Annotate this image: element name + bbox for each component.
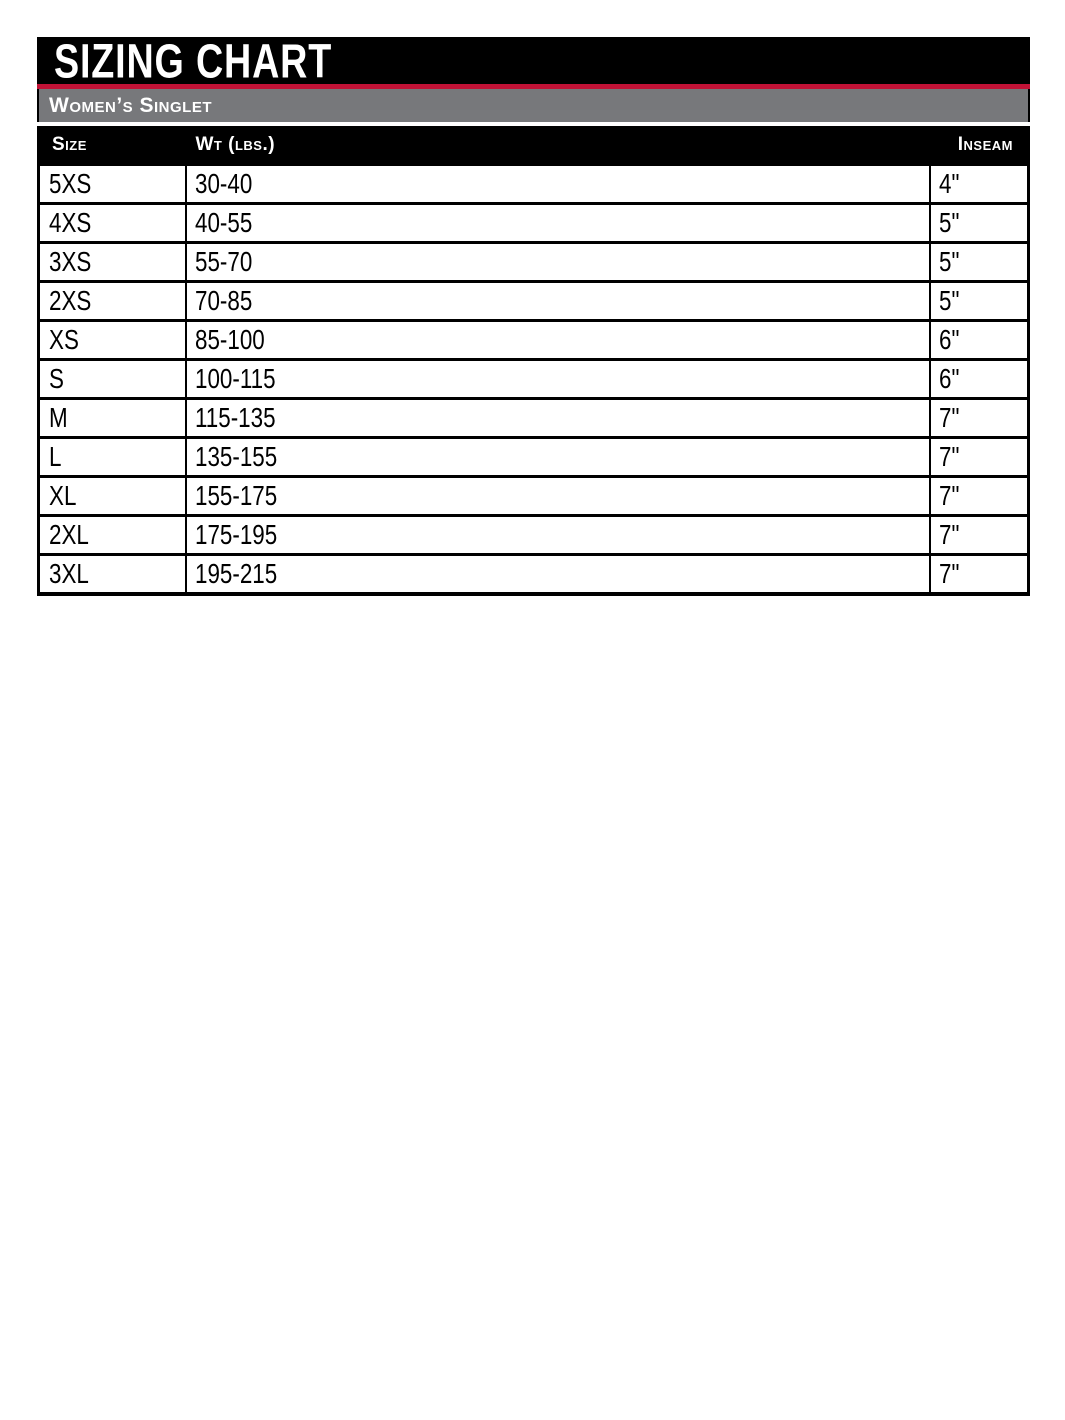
cell-wt: 175-195 bbox=[184, 514, 931, 556]
cell-text: 5" bbox=[938, 207, 959, 238]
table-row: 5XS 30-40 4" bbox=[37, 163, 1030, 205]
cell-size: M bbox=[37, 397, 187, 439]
cell-text: 5" bbox=[938, 246, 959, 277]
cell-wt: 100-115 bbox=[184, 358, 931, 400]
cell-size: 5XS bbox=[37, 163, 187, 205]
cell-size: XS bbox=[37, 319, 187, 361]
cell-inseam: 7" bbox=[928, 553, 1030, 596]
cell-text: 3XS bbox=[49, 246, 92, 277]
sizing-table: Size Wt (lbs.) Inseam 5XS 30-40 4" 4XS 40-55… bbox=[37, 126, 1030, 596]
cell-wt: 115-135 bbox=[184, 397, 931, 439]
table-body: 5XS 30-40 4" 4XS 40-55 5" 3XS 55-70 5" 2XS 70-85 5"… bbox=[37, 163, 1030, 596]
cell-text: 175-195 bbox=[194, 519, 277, 550]
column-header-size: Size bbox=[38, 126, 186, 165]
page-title: SIZING CHART bbox=[54, 37, 333, 84]
cell-text: 3XL bbox=[49, 558, 89, 589]
cell-wt: 30-40 bbox=[184, 163, 931, 205]
cell-inseam: 5" bbox=[928, 202, 1030, 244]
cell-wt: 135-155 bbox=[184, 436, 931, 478]
cell-text: 5" bbox=[938, 285, 959, 316]
cell-text: 195-215 bbox=[194, 558, 277, 589]
cell-text: M bbox=[49, 402, 68, 433]
table-row: 2XL 175-195 7" bbox=[37, 514, 1030, 556]
cell-text: XL bbox=[49, 480, 77, 511]
cell-text: XS bbox=[49, 324, 79, 355]
cell-inseam: 7" bbox=[928, 475, 1030, 517]
cell-inseam: 6" bbox=[928, 319, 1030, 361]
table-row: 4XS 40-55 5" bbox=[37, 202, 1030, 244]
cell-text: 2XS bbox=[49, 285, 92, 316]
red-accent-rule bbox=[37, 84, 1030, 89]
cell-text: 7" bbox=[938, 480, 959, 511]
cell-wt: 40-55 bbox=[184, 202, 931, 244]
cell-wt: 70-85 bbox=[184, 280, 931, 322]
table-row: XS 85-100 6" bbox=[37, 319, 1030, 361]
cell-inseam: 7" bbox=[928, 514, 1030, 556]
table-row: 3XL 195-215 7" bbox=[37, 553, 1030, 596]
cell-text: 5XS bbox=[49, 168, 92, 199]
cell-text: 2XL bbox=[49, 519, 89, 550]
cell-inseam: 5" bbox=[928, 280, 1030, 322]
cell-text: 135-155 bbox=[194, 441, 277, 472]
cell-size: 3XS bbox=[37, 241, 187, 283]
table-row: 3XS 55-70 5" bbox=[37, 241, 1030, 283]
cell-text: 100-115 bbox=[194, 363, 276, 394]
cell-size: XL bbox=[37, 475, 187, 517]
cell-wt: 155-175 bbox=[184, 475, 931, 517]
table-header-row: Size Wt (lbs.) Inseam bbox=[38, 126, 1029, 165]
sizing-chart: SIZING CHART Women’s Singlet Size Wt (lb… bbox=[37, 37, 1030, 596]
cell-wt: 195-215 bbox=[184, 553, 931, 596]
cell-size: S bbox=[37, 358, 187, 400]
cell-text: 155-175 bbox=[194, 480, 277, 511]
cell-inseam: 6" bbox=[928, 358, 1030, 400]
cell-text: 7" bbox=[938, 441, 959, 472]
column-header-wt: Wt (lbs.) bbox=[185, 126, 930, 165]
subtitle-label: Women’s Singlet bbox=[49, 93, 212, 117]
cell-text: 4XS bbox=[49, 207, 92, 238]
table-row: L 135-155 7" bbox=[37, 436, 1030, 478]
cell-inseam: 4" bbox=[928, 163, 1030, 205]
cell-text: 4" bbox=[938, 168, 959, 199]
cell-size: L bbox=[37, 436, 187, 478]
cell-text: 85-100 bbox=[194, 324, 265, 355]
table-row: M 115-135 7" bbox=[37, 397, 1030, 439]
cell-text: 115-135 bbox=[194, 402, 276, 433]
cell-text: 30-40 bbox=[194, 168, 252, 199]
cell-size: 2XL bbox=[37, 514, 187, 556]
cell-wt: 85-100 bbox=[184, 319, 931, 361]
cell-text: 40-55 bbox=[194, 207, 252, 238]
cell-text: 6" bbox=[938, 324, 959, 355]
cell-size: 4XS bbox=[37, 202, 187, 244]
bar-gap bbox=[37, 122, 1030, 126]
cell-text: 55-70 bbox=[194, 246, 252, 277]
cell-text: S bbox=[49, 363, 64, 394]
title-bar: SIZING CHART bbox=[37, 37, 1030, 84]
table-row: 2XS 70-85 5" bbox=[37, 280, 1030, 322]
cell-size: 3XL bbox=[37, 553, 187, 596]
subtitle-bar: Women’s Singlet bbox=[37, 89, 1030, 122]
cell-text: 6" bbox=[938, 363, 959, 394]
cell-text: 7" bbox=[938, 558, 959, 589]
cell-inseam: 7" bbox=[928, 397, 1030, 439]
cell-text: 7" bbox=[938, 402, 959, 433]
cell-text: 7" bbox=[938, 519, 959, 550]
cell-size: 2XS bbox=[37, 280, 187, 322]
cell-inseam: 7" bbox=[928, 436, 1030, 478]
column-header-inseam: Inseam bbox=[929, 126, 1029, 165]
cell-inseam: 5" bbox=[928, 241, 1030, 283]
table-row: XL 155-175 7" bbox=[37, 475, 1030, 517]
cell-text: L bbox=[49, 441, 62, 472]
cell-text: 70-85 bbox=[194, 285, 252, 316]
cell-wt: 55-70 bbox=[184, 241, 931, 283]
table-row: S 100-115 6" bbox=[37, 358, 1030, 400]
